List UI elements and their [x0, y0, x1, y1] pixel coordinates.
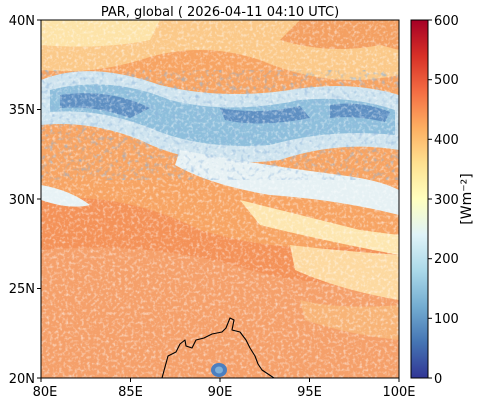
colorbar-tick-label: 600 [434, 14, 459, 29]
lon-axis: 80E 85E 90E 95E 100E [33, 378, 416, 400]
coastline [161, 317, 275, 378]
lat-tick-label: 35N [9, 103, 35, 118]
lat-tick-label: 40N [9, 14, 35, 29]
lon-tick-label: 85E [118, 385, 143, 400]
colorbar-tick-label: 300 [434, 193, 459, 208]
lon-tick-label: 95E [297, 385, 322, 400]
par-field [41, 20, 399, 378]
lon-tick-label: 80E [33, 385, 58, 400]
colorbar: 600 500 400 300 200 100 0 [Wm⁻²] [410, 14, 475, 387]
colorbar-tick-label: 400 [434, 133, 459, 148]
colorbar-tick-label: 500 [434, 73, 459, 88]
lat-tick-label: 30N [9, 193, 35, 208]
lat-tick-label: 25N [9, 282, 35, 297]
colorbar-tick-label: 0 [434, 372, 442, 387]
lon-tick-label: 100E [382, 385, 415, 400]
lon-tick-label: 90E [208, 385, 233, 400]
colorbar-gradient [410, 19, 429, 379]
colorbar-tick-label: 200 [434, 252, 459, 267]
lat-tick-label: 20N [9, 372, 35, 387]
colorbar-tick-label: 100 [434, 312, 459, 327]
colorbar-label: [Wm⁻²] [459, 173, 475, 224]
figure-title: PAR, global ( 2026-04-11 04:10 UTC) [101, 5, 339, 20]
lat-axis: 40N 35N 30N 25N 20N [9, 14, 41, 387]
